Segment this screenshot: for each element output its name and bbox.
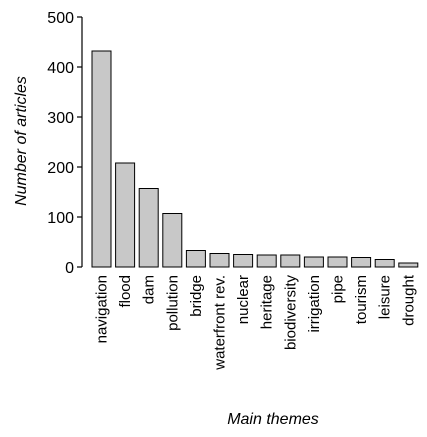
x-tick-label: pipe: [330, 275, 347, 303]
bar-irrigation: [303, 256, 324, 268]
bar-tourism: [351, 257, 372, 268]
bars: [91, 50, 419, 268]
x-tick-label: heritage: [259, 275, 276, 329]
y-tick-label: 300: [47, 110, 74, 127]
bar-leisure: [374, 259, 395, 268]
y-axis-title: Number of articles: [13, 76, 30, 206]
bar-dam: [138, 188, 159, 268]
y-tick-label: 100: [47, 210, 74, 227]
y-axis: 0 100 200 300 400 500: [47, 10, 83, 277]
bar-heritage: [256, 254, 277, 268]
x-tick-label: flood: [117, 275, 134, 308]
bar-pipe: [327, 256, 348, 268]
x-tick-label: nuclear: [235, 275, 252, 324]
bar-drought: [398, 262, 419, 268]
x-tick-label: bridge: [188, 275, 205, 317]
y-tick-label: 500: [47, 10, 74, 27]
x-tick-label: leisure: [377, 275, 394, 319]
x-tick-label: waterfront rev.: [212, 275, 229, 371]
y-tick-label: 0: [65, 260, 74, 277]
x-axis-title: Main themes: [227, 411, 319, 428]
y-tick-label: 200: [47, 160, 74, 177]
x-tick-label: tourism: [353, 275, 370, 324]
bar-bridge: [185, 250, 206, 268]
x-tick-label: irrigation: [306, 275, 323, 333]
x-tick-label: biodiversity: [282, 275, 299, 351]
y-tick-label: 400: [47, 60, 74, 77]
bar-pollution: [162, 213, 183, 268]
x-tick-label: pollution: [164, 275, 181, 331]
bar-navigation: [91, 50, 112, 268]
x-axis-labels: navigation flood dam pollution bridge waterfr…: [94, 274, 418, 371]
x-tick-label: navigation: [94, 275, 111, 343]
bar-waterfront-rev-: [209, 253, 230, 268]
bar-flood: [115, 162, 136, 268]
x-tick-label: drought: [400, 274, 417, 326]
bar-nuclear: [233, 254, 254, 268]
bar-biodiversity: [280, 254, 301, 268]
x-tick-label: dam: [141, 275, 158, 304]
